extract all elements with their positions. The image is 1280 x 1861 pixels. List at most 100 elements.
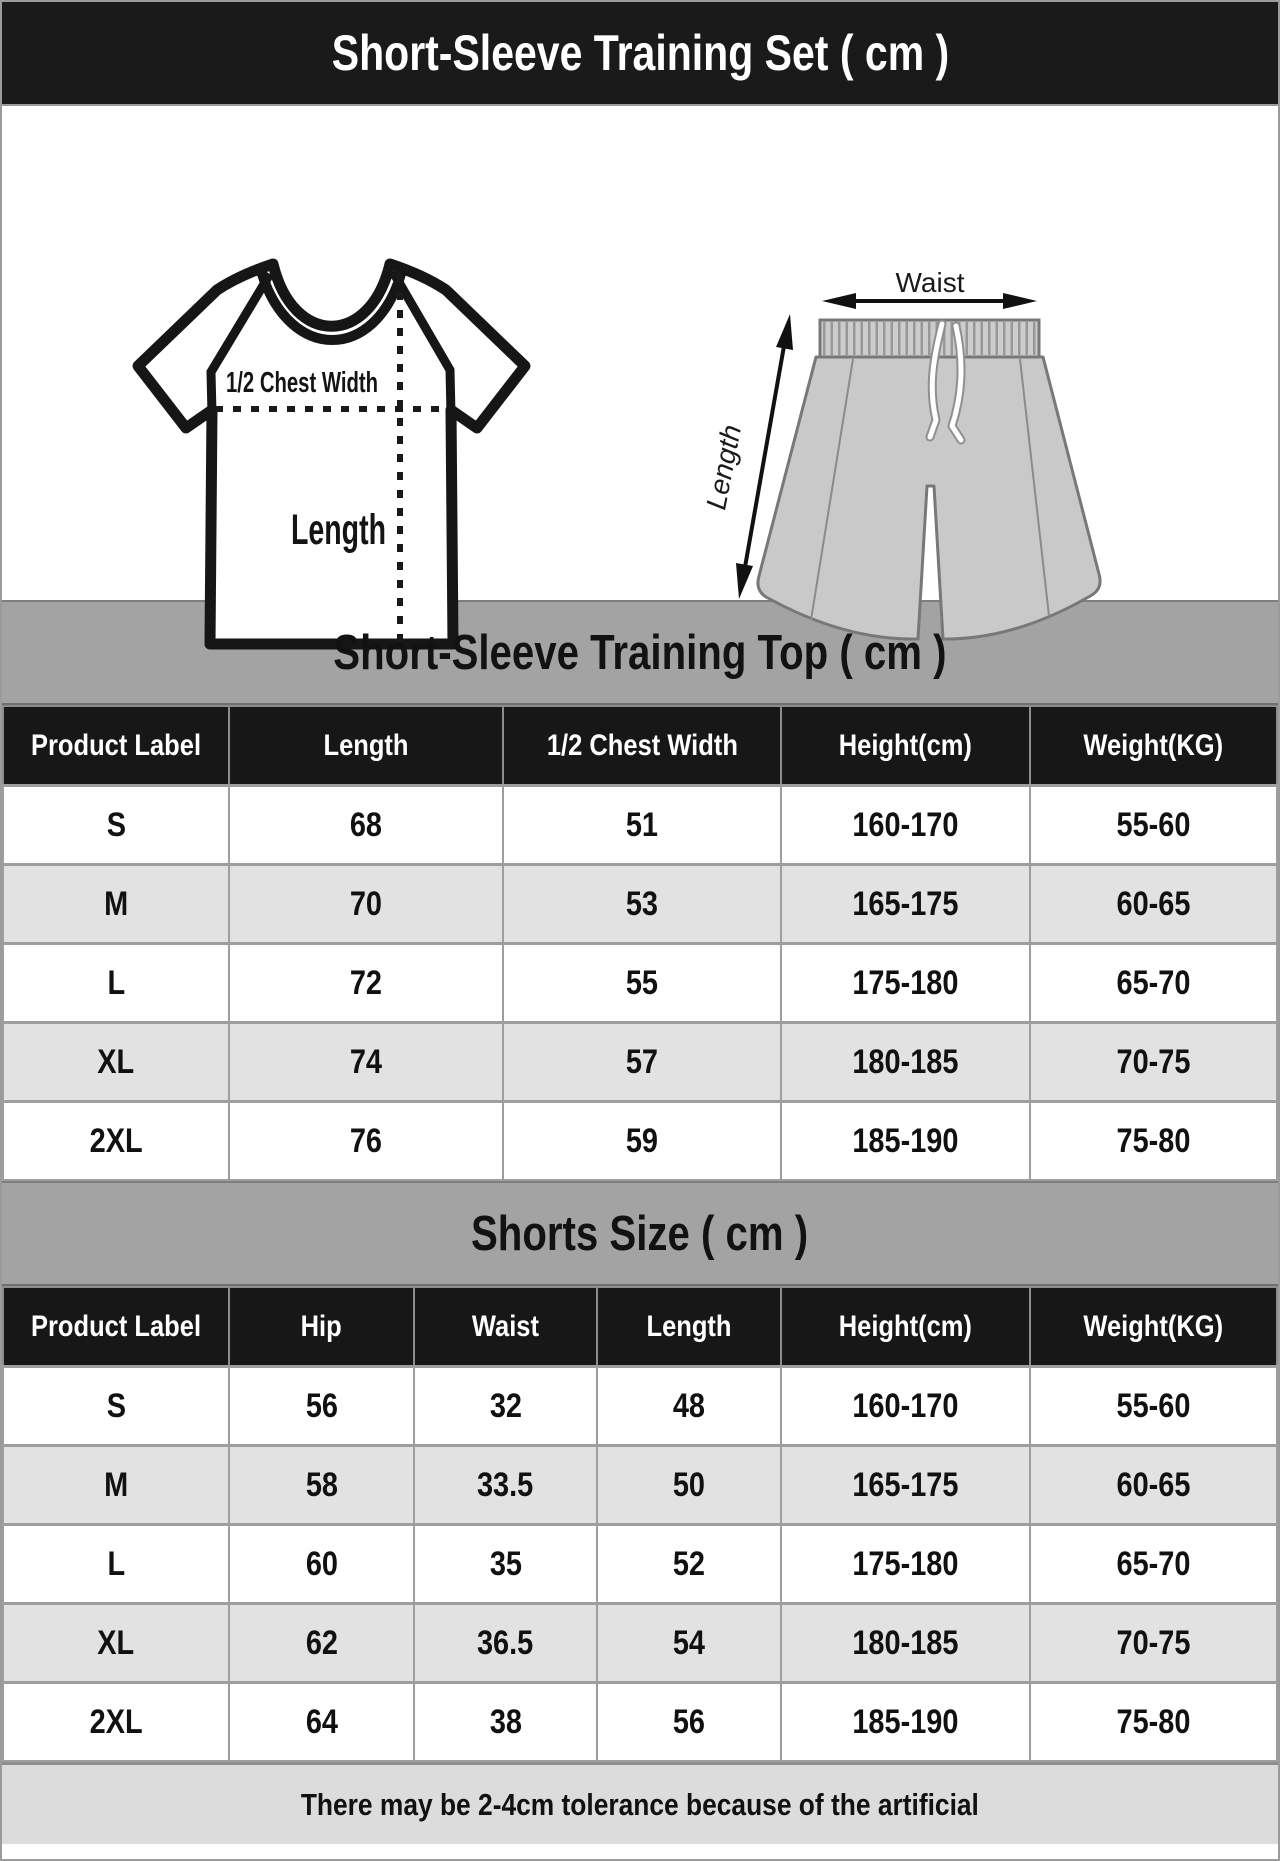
cell-value: 180-185 [852,1042,959,1081]
table-cell: 56 [228,1365,415,1447]
cell-value: 59 [625,1121,659,1160]
table-cell: 64 [228,1681,415,1762]
table-row: M 58 33.5 50 165-175 60-65 [2,1444,1278,1526]
table-cell: 60-65 [1029,1444,1278,1526]
table-row: XL 62 36.5 54 180-185 70-75 [2,1602,1278,1684]
cell-value: M [103,884,129,923]
cell-value: 2XL [89,1702,143,1741]
table-cell: 68 [228,784,504,866]
table-cell: 70-75 [1029,1602,1278,1684]
column-header: Hip [228,1286,415,1368]
table-cell: 35 [413,1523,598,1605]
column-header-label: Height(cm) [838,728,973,762]
shorts-body [756,355,1102,641]
collar-band [257,269,406,345]
chest-width-label: 1/2 Chest Width [226,367,378,399]
cell-value: 75-80 [1116,1702,1191,1741]
cell-value: 185-190 [852,1121,959,1160]
column-header: Waist [413,1286,598,1368]
cell-value: 36.5 [477,1623,534,1662]
cell-value: 175-180 [852,1544,959,1583]
table-cell: 165-175 [780,1444,1031,1526]
cell-value: 74 [349,1042,383,1081]
cell-value: 60-65 [1116,884,1191,923]
table-cell: L [2,1523,230,1605]
column-header-label: Product Label [30,728,202,762]
cell-value: 55-60 [1116,805,1191,844]
cell-value: 75-80 [1116,1121,1191,1160]
cell-value: 58 [305,1465,338,1504]
table-row: S 56 32 48 160-170 55-60 [2,1365,1278,1447]
table-cell: 55-60 [1029,784,1278,866]
cell-value: M [103,1465,129,1504]
cell-value: S [106,805,126,844]
cell-value: 35 [489,1544,522,1583]
table-cell: 51 [502,784,782,866]
table-cell: 175-180 [780,942,1031,1024]
drawstring [927,321,964,443]
table-cell: XL [2,1021,230,1103]
waistband-outline [818,318,1041,359]
cell-value: 55 [625,963,659,1002]
cell-value: 62 [305,1623,338,1662]
shorts-table-banner-title: Shorts Size ( cm ) [471,1206,809,1261]
waist-arrow-right-head [1003,293,1037,309]
table-cell: 165-175 [780,863,1031,945]
table-cell: 62 [228,1602,415,1684]
table-cell: 74 [228,1021,504,1103]
table-cell: 38 [413,1681,598,1762]
table-row: M 70 53 165-175 60-65 [2,863,1278,945]
table-cell: 72 [228,942,504,1024]
waist-arrow-left-head [822,293,856,309]
column-header: Height(cm) [780,1286,1031,1368]
cell-value: 180-185 [852,1623,959,1662]
column-header: Length [228,705,504,787]
column-header: Weight(KG) [1029,705,1278,787]
table-cell: 160-170 [780,1365,1031,1447]
cell-value: 52 [672,1544,706,1583]
column-header: Weight(KG) [1029,1286,1278,1368]
table-cell: 55-60 [1029,1365,1278,1447]
table-cell: 55 [502,942,782,1024]
column-header: Product Label [2,1286,230,1368]
table-cell: L [2,942,230,1024]
cell-value: 56 [672,1702,706,1741]
column-header-label: 1/2 Chest Width [546,728,738,762]
column-header-label: Weight(KG) [1083,728,1224,762]
table-cell: 65-70 [1029,942,1278,1024]
shorts-table-banner: Shorts Size ( cm ) [2,1181,1278,1286]
cell-value: L [107,1544,125,1583]
cell-value: 55-60 [1116,1386,1191,1425]
shorts-length-arrow-top-head [776,314,793,350]
cell-value: 32 [489,1386,522,1425]
table-cell: M [2,1444,230,1526]
cell-value: 160-170 [852,805,959,844]
diagram-section: 1/2 Chest Width Length Waist Length [2,106,1278,650]
column-header-label: Weight(KG) [1083,1309,1224,1343]
column-header-label: Height(cm) [838,1309,973,1343]
cell-value: 185-190 [852,1702,959,1741]
table-row: S 68 51 160-170 55-60 [2,784,1278,866]
cell-value: 33.5 [477,1465,534,1504]
cell-value: 76 [349,1121,383,1160]
table-cell: 36.5 [413,1602,598,1684]
tolerance-note-text: There may be 2-4cm tolerance because of … [300,1786,980,1822]
cell-value: 68 [349,805,383,844]
top-table-banner-title: Short-Sleeve Training Top ( cm ) [333,625,947,680]
shorts-length-arrow-bottom-head [736,563,753,599]
tshirt-length-label: Length [291,506,386,554]
cell-value: XL [97,1623,135,1662]
table-cell: 180-185 [780,1021,1031,1103]
cell-value: 54 [672,1623,706,1662]
table-cell: 54 [596,1602,782,1684]
cell-value: 165-175 [852,884,959,923]
table-cell: M [2,863,230,945]
table-cell: XL [2,1602,230,1684]
cell-value: 65-70 [1116,963,1191,1002]
column-header-label: Length [323,728,409,762]
cell-value: 70-75 [1116,1042,1191,1081]
column-header: Product Label [2,705,230,787]
right-crease-line [1019,358,1050,617]
table-cell: 2XL [2,1681,230,1762]
